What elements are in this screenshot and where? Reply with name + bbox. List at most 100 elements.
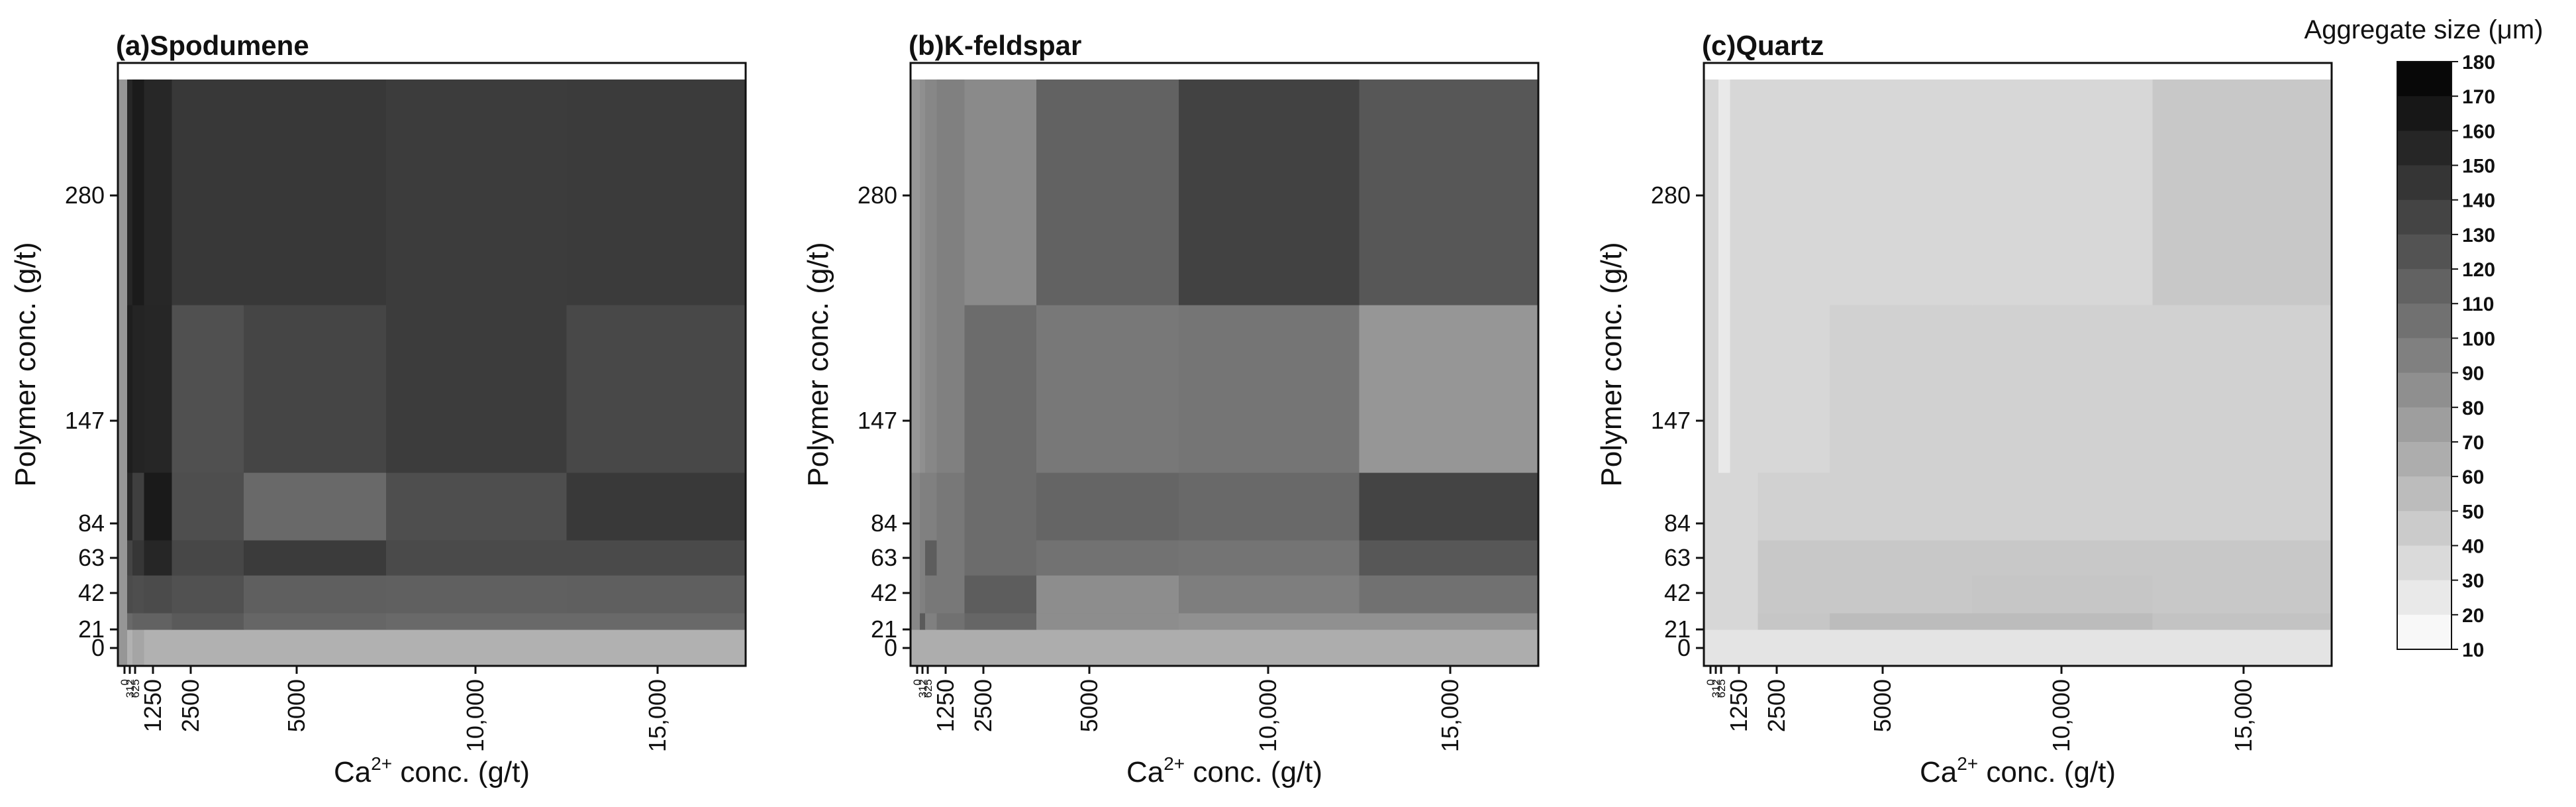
x-tick-label: 15,000 [644,679,671,752]
heatmap-cell [144,575,173,614]
y-tick-label: 147 [858,407,897,434]
colorbar-swatch [2397,511,2452,547]
y-tick-label: 63 [1664,544,1691,571]
heatmap-cell [244,540,387,576]
heatmap-cell [936,613,966,630]
panel-title: (b)K-feldspar [909,30,1081,61]
heatmap-cell [244,629,387,667]
heatmap-cell [1179,472,1360,541]
colorbar-tick-label: 90 [2462,363,2484,385]
y-tick-label: 280 [65,182,105,209]
heatmap-cell [1704,305,1714,473]
heatmap-cell [1730,472,1759,541]
heatmap-cell [1359,613,1539,630]
heatmap-cell [924,80,938,305]
heatmap-cell [964,472,1037,541]
heatmap-cell [144,629,173,667]
x-tick-label: 625 [129,679,142,698]
heatmap-cell [386,472,568,541]
colorbar-tick-label: 100 [2462,328,2495,350]
heatmap-cell [2152,80,2332,305]
heatmap-cell [1359,629,1539,667]
heatmap-cell [1179,575,1360,614]
colorbar-swatch [2397,545,2452,581]
heatmap-cell [127,540,133,576]
heatmap-cell [1359,472,1539,541]
x-tick-label: 10,000 [2048,679,2075,752]
heatmap-cell [920,305,926,473]
heatmap-cell [566,80,746,305]
heatmap-cell [1036,305,1179,473]
heatmap-cell [132,613,145,630]
heatmap-cell [172,472,244,541]
heatmap-cell [1704,472,1714,541]
heatmap-cell [1730,613,1759,630]
colorbar-frame [2397,61,2452,650]
heatmap-cell [172,575,244,614]
colorbar-tick-label: 170 [2462,86,2495,108]
heatmap-cell [911,540,920,576]
colorbar-swatch [2397,338,2452,374]
heatmap-cell [566,613,746,630]
colorbar-tick-label: 130 [2462,225,2495,246]
heatmap-cell [1758,472,1830,541]
x-tick-label: 312 [124,679,136,698]
heatmap-cell [172,629,244,667]
colorbar-swatch [2397,407,2452,443]
heatmap-cell [1830,472,1973,541]
heatmap-cell [1830,80,1973,305]
plot-frame [1703,62,2333,667]
heatmap-cells [911,80,1539,667]
heatmap-cell [1830,575,1973,614]
y-tick-label: 63 [871,544,897,571]
x-tick-label: 312 [1710,679,1722,698]
x-tick-label: 2500 [969,679,997,732]
y-axis-label: Polymer conc. (g/t) [9,242,42,486]
y-tick-label: 147 [65,407,105,434]
y-tick-label: 42 [871,579,897,606]
y-tick-label: 84 [871,510,897,537]
colorbar: Aggregate size (μm) 180 170 160 150 140 130 12… [2304,15,2544,661]
colorbar-swatch [2397,580,2452,616]
y-tick-label: 280 [1651,182,1691,209]
heatmap-cell [2152,575,2332,614]
panel-title: (c)Quartz [1702,30,1824,61]
heatmap-cell [1359,305,1539,473]
heatmap-cell [144,80,173,305]
heatmap-cell [924,575,938,614]
heatmap-cell [118,80,128,305]
heatmap-cell [2152,305,2332,473]
heatmap-cell [1713,629,1719,667]
x-tick-label: 2500 [1763,679,1790,732]
heatmap-cell [1830,540,1973,576]
heatmap-cell [1972,629,2154,667]
heatmap-cell [132,540,145,576]
x-tick-label: 0 [1705,679,1717,685]
heatmap-cell [244,472,387,541]
heatmap-cell [132,575,145,614]
colorbar-tick-label: 50 [2462,501,2484,523]
colorbar-tick-label: 60 [2462,466,2484,488]
heatmap-cell [964,540,1037,576]
heatmap-cell [1758,80,1830,305]
heatmap-cell [920,472,926,541]
colorbar-tick-label: 80 [2462,398,2484,419]
heatmap-cell [936,540,966,576]
heatmap-cell [1036,575,1179,614]
heatmap-cell [936,80,966,305]
colorbar-tick-label: 10 [2462,639,2484,661]
heatmap-cell [1359,575,1539,614]
x-tick-label: 5000 [1075,679,1103,732]
y-tick-label: 21 [871,616,897,643]
heatmap-cell [1704,613,1714,630]
y-tick-label: 0 [1677,634,1691,661]
heatmap-cell [127,472,133,541]
y-tick-label: 147 [1651,407,1691,434]
colorbar-swatch [2397,372,2452,408]
colorbar-swatch [2397,234,2452,270]
heatmap-cell [566,540,746,576]
x-axis-label: Ca2+ conc. (g/t) [1920,753,2116,788]
heatmap-cell [1758,629,1830,667]
heatmap-cell [127,629,133,667]
x-tick-label: 15,000 [1436,679,1463,752]
